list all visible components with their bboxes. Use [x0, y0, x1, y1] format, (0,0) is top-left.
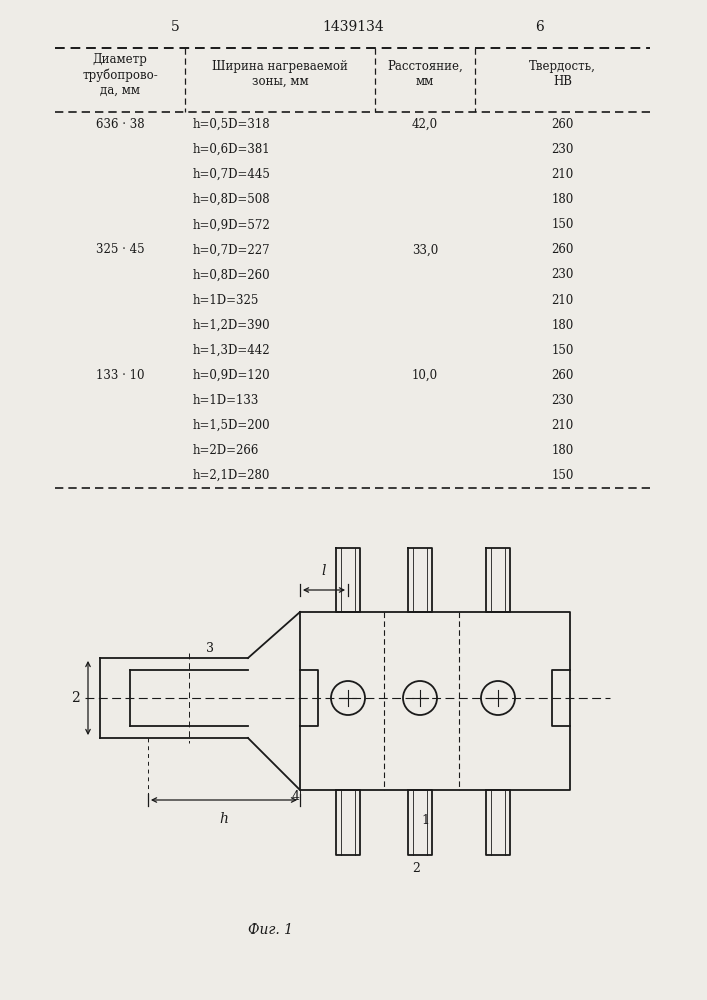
- Text: 210: 210: [551, 419, 573, 432]
- Text: l: l: [322, 564, 326, 578]
- Text: 230: 230: [551, 394, 573, 407]
- Text: 42,0: 42,0: [412, 118, 438, 131]
- Text: 1: 1: [421, 814, 429, 826]
- Text: 210: 210: [551, 168, 573, 181]
- Text: h=0,8D=508: h=0,8D=508: [193, 193, 271, 206]
- Text: 260: 260: [551, 369, 573, 382]
- Text: 180: 180: [551, 319, 573, 332]
- Text: 325 · 45: 325 · 45: [95, 243, 144, 256]
- Text: 150: 150: [551, 469, 573, 482]
- Text: Твердость,
НВ: Твердость, НВ: [529, 60, 596, 88]
- Text: 180: 180: [551, 193, 573, 206]
- Text: 180: 180: [551, 444, 573, 457]
- Text: h=0,9D=572: h=0,9D=572: [193, 218, 271, 231]
- Text: 2: 2: [71, 691, 80, 705]
- Text: h=0,8D=260: h=0,8D=260: [193, 268, 271, 281]
- Text: 33,0: 33,0: [412, 243, 438, 256]
- Text: h=1D=133: h=1D=133: [193, 394, 259, 407]
- Text: 210: 210: [551, 294, 573, 306]
- Text: 133 · 10: 133 · 10: [95, 369, 144, 382]
- Text: h=1D=325: h=1D=325: [193, 294, 259, 306]
- Text: Диаметр
трубопрово-
да, мм: Диаметр трубопрово- да, мм: [82, 53, 158, 97]
- Text: h=0,7D=445: h=0,7D=445: [193, 168, 271, 181]
- Text: 3: 3: [206, 642, 214, 654]
- Text: h: h: [220, 812, 228, 826]
- Text: h=1,2D=390: h=1,2D=390: [193, 319, 271, 332]
- Text: 230: 230: [551, 268, 573, 281]
- Text: 10,0: 10,0: [412, 369, 438, 382]
- Text: 150: 150: [551, 344, 573, 357]
- Text: h=1,5D=200: h=1,5D=200: [193, 419, 271, 432]
- Text: h=0,5D=318: h=0,5D=318: [193, 118, 271, 131]
- Text: Фиг. 1: Фиг. 1: [247, 923, 293, 937]
- Text: 5: 5: [170, 20, 180, 34]
- Text: 2: 2: [412, 861, 420, 874]
- Text: Ширина нагреваемой
зоны, мм: Ширина нагреваемой зоны, мм: [212, 60, 348, 88]
- Text: Расстояние,
мм: Расстояние, мм: [387, 60, 463, 88]
- Text: 260: 260: [551, 118, 573, 131]
- Text: h=0,6D=381: h=0,6D=381: [193, 143, 271, 156]
- Text: 6: 6: [536, 20, 544, 34]
- Text: 4: 4: [292, 790, 300, 804]
- Text: h=0,7D=227: h=0,7D=227: [193, 243, 271, 256]
- Text: 260: 260: [551, 243, 573, 256]
- Text: h=0,9D=120: h=0,9D=120: [193, 369, 271, 382]
- Text: 150: 150: [551, 218, 573, 231]
- Text: 1439134: 1439134: [322, 20, 384, 34]
- Text: 636 · 38: 636 · 38: [95, 118, 144, 131]
- Text: h=2D=266: h=2D=266: [193, 444, 259, 457]
- Text: h=2,1D=280: h=2,1D=280: [193, 469, 270, 482]
- Text: 230: 230: [551, 143, 573, 156]
- Text: h=1,3D=442: h=1,3D=442: [193, 344, 271, 357]
